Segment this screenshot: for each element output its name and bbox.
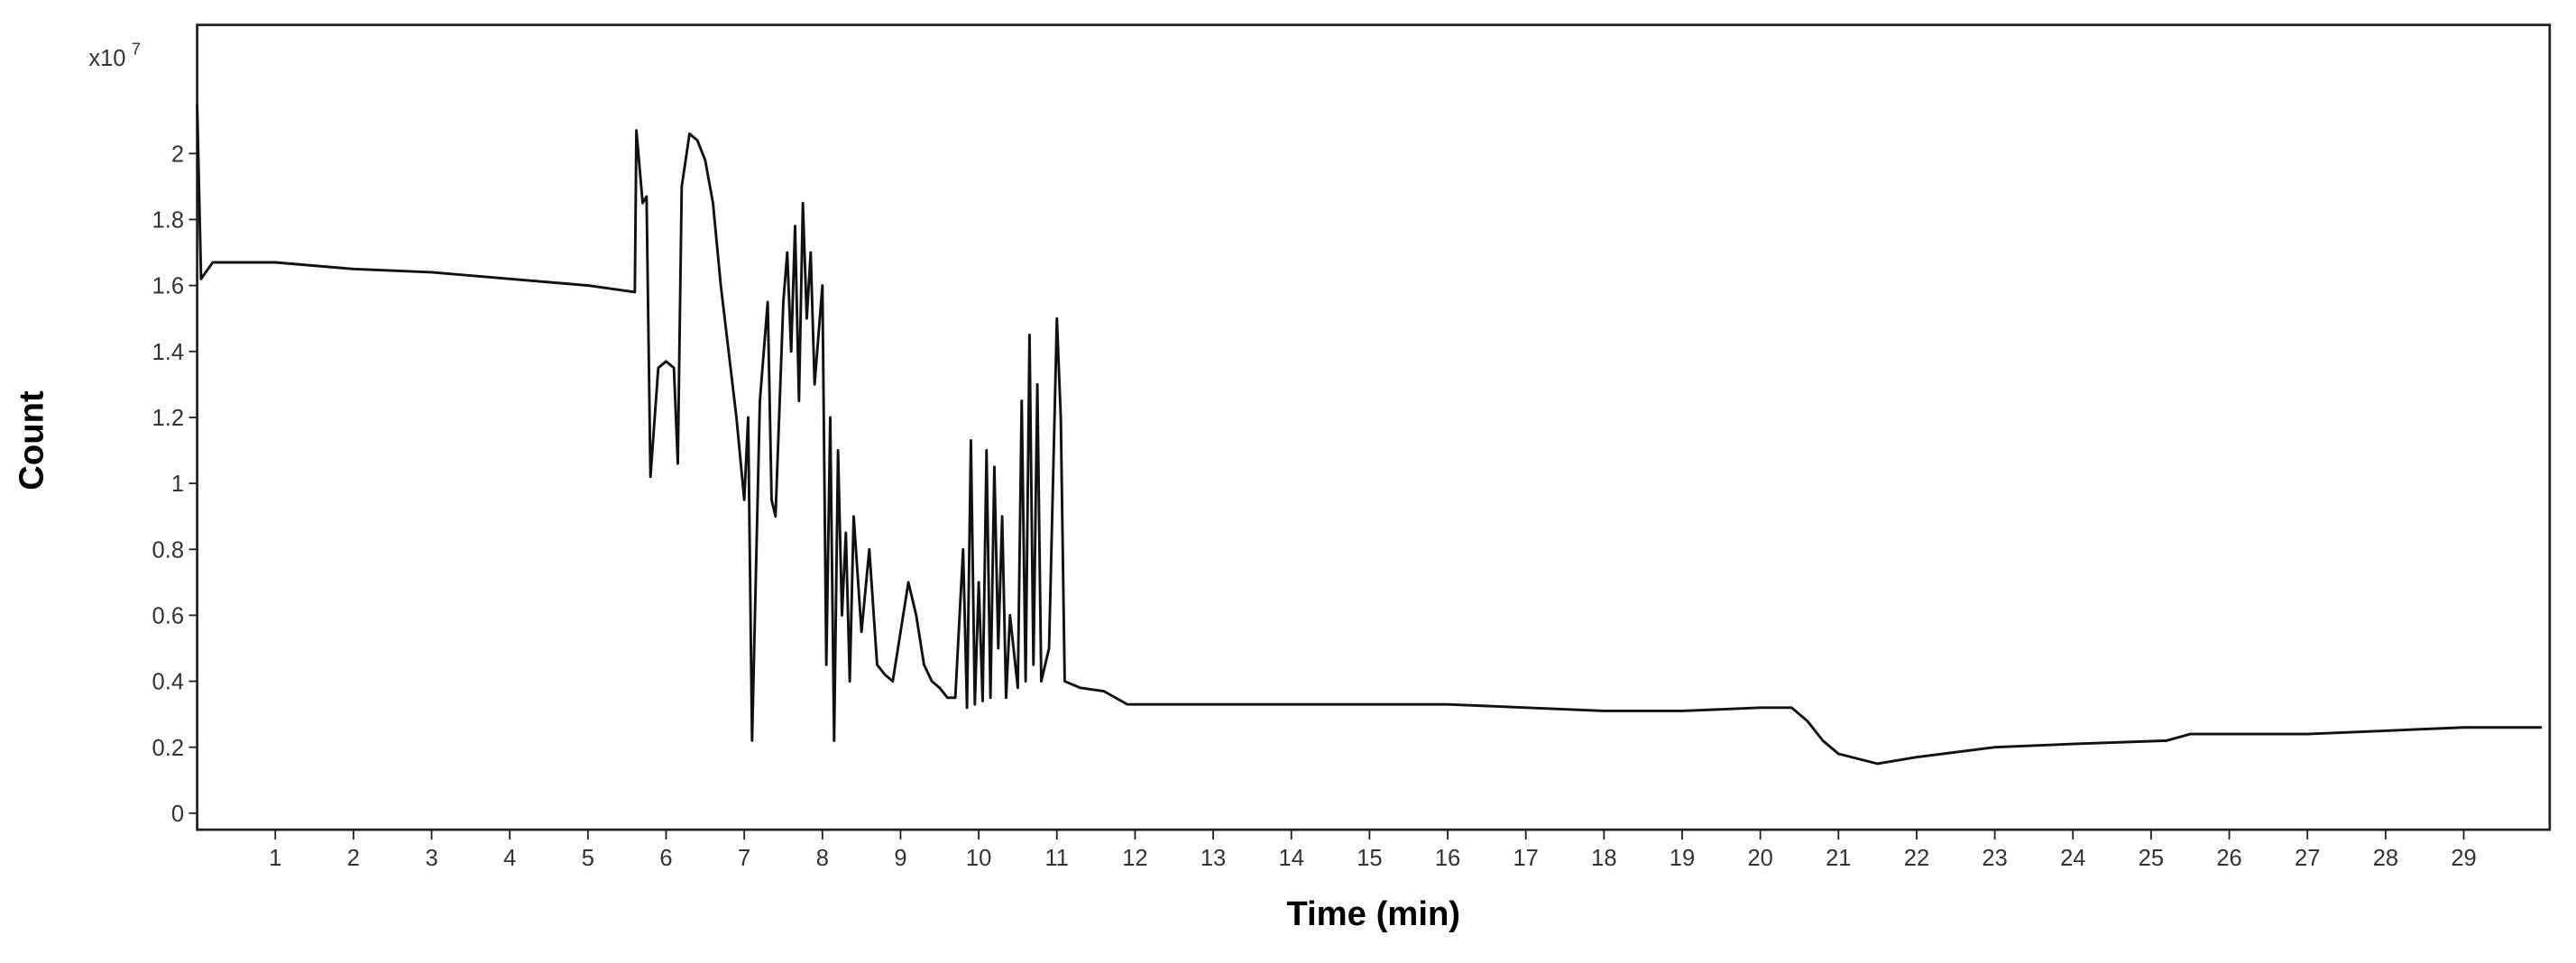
x-tick-label: 24 [2060, 846, 2085, 871]
x-tick-label: 3 [425, 846, 437, 871]
y-tick-label: 0.6 [152, 603, 184, 628]
multiplier-exponent: 7 [132, 40, 141, 58]
x-tick-label: 22 [1904, 846, 1929, 871]
x-tick-label: 4 [503, 846, 516, 871]
y-axis-label: Count [12, 390, 51, 491]
y-tick-label: 0 [171, 802, 184, 827]
y-tick-label: 2 [171, 142, 184, 167]
y-tick-label: 0.2 [152, 736, 184, 761]
multiplier: x10 [88, 46, 125, 71]
x-tick-label: 6 [659, 846, 672, 871]
x-tick-label: 7 [738, 846, 750, 871]
x-tick-label: 8 [816, 846, 829, 871]
data-line [196, 104, 2543, 766]
x-tick-label: 25 [2139, 846, 2164, 871]
x-tick-label: 26 [2216, 846, 2241, 871]
x-tick-label: 13 [1201, 846, 1226, 871]
x-tick-label: 17 [1513, 846, 1539, 871]
x-tick-label: 14 [1279, 846, 1304, 871]
y-tick-label: 1.8 [152, 208, 184, 234]
x-tick-label: 11 [1045, 846, 1069, 871]
y-tick-label: 0.8 [152, 537, 184, 563]
x-tick-label: 27 [2295, 846, 2320, 871]
plot-frame [196, 23, 2552, 831]
x-tick-label: 28 [2373, 846, 2398, 871]
y-tick-label: 1.2 [152, 406, 184, 431]
y-tick-label: 1.6 [152, 274, 184, 299]
x-axis-label: Time (min) [1286, 894, 1460, 933]
x-tick-label: 29 [2451, 846, 2476, 871]
x-tick-label: 15 [1357, 846, 1382, 871]
x-tick-label: 23 [1982, 846, 2007, 871]
x-tick-label: 12 [1122, 846, 1147, 871]
x-tick-label: 21 [1826, 846, 1851, 871]
y-tick-label: 1 [171, 472, 184, 497]
y-tick-label: 1.4 [152, 340, 184, 365]
y-tick-label: 0.4 [152, 670, 184, 695]
x-tick-label: 1 [269, 846, 281, 871]
x-tick-label: 19 [1670, 846, 1695, 871]
x-tick-label: 10 [966, 846, 991, 871]
x-tick-label: 9 [894, 846, 906, 871]
x-tick-label: 2 [347, 846, 360, 871]
x-tick-label: 18 [1591, 846, 1616, 871]
x-tick-label: 5 [582, 846, 594, 871]
x-tick-label: 16 [1435, 846, 1460, 871]
x-tick-label: 20 [1747, 846, 1772, 871]
